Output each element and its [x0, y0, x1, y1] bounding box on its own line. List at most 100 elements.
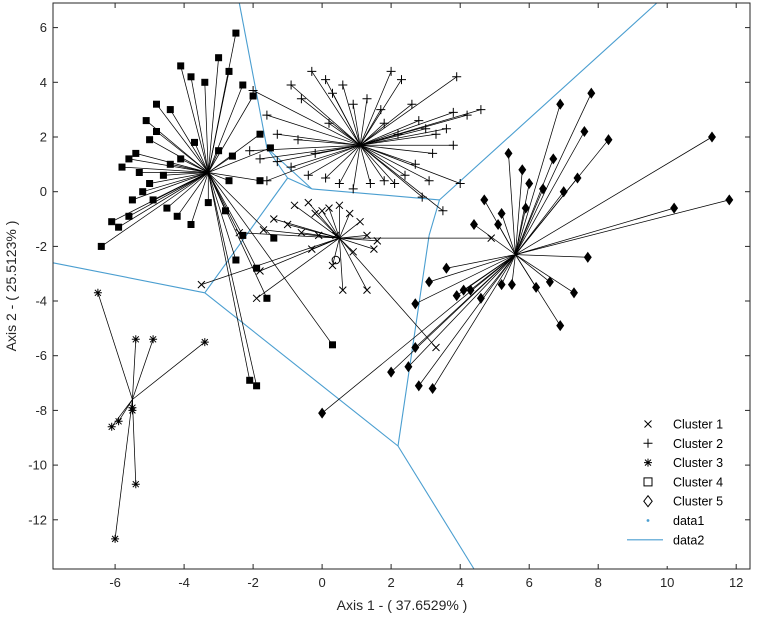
x-tick-label: -6 — [109, 575, 121, 590]
spoke-line — [463, 254, 516, 291]
cluster-4-point — [249, 92, 257, 100]
cluster-5-point — [414, 380, 423, 392]
spoke-line — [132, 339, 154, 400]
spoke-line — [207, 95, 254, 173]
cluster-4-point — [177, 155, 185, 163]
spoke-line — [208, 155, 233, 173]
spoke-line — [359, 123, 385, 146]
cluster-2-point — [296, 94, 306, 104]
cluster-1-point — [325, 204, 333, 212]
spoke-line — [418, 254, 516, 387]
spoke-line — [207, 172, 257, 386]
cluster-5-point — [725, 194, 734, 206]
cluster-2-point — [321, 173, 331, 183]
legend-entry: data1 — [646, 514, 704, 528]
cluster-2-point — [262, 110, 272, 120]
cluster-4-point — [115, 223, 123, 231]
cluster-4-point — [152, 100, 161, 108]
spoke-line — [359, 144, 395, 184]
spoke-line — [277, 133, 361, 146]
spoke-line — [132, 341, 206, 400]
cluster-2-point — [307, 66, 317, 76]
legend-entry: Cluster 5 — [643, 495, 723, 509]
spoke-line — [208, 172, 275, 239]
spoke-line — [415, 254, 516, 348]
cluster-1-point — [370, 245, 378, 253]
voronoi-segment — [428, 199, 441, 236]
cluster-4-point — [246, 376, 254, 384]
spoke-line — [473, 224, 516, 255]
cluster-2-point — [448, 140, 458, 150]
cluster-4-point — [177, 62, 185, 70]
spoke-line — [311, 237, 340, 250]
spoke-line — [415, 254, 516, 305]
cluster-3-point — [93, 288, 102, 297]
legend-label: Cluster 5 — [673, 495, 723, 509]
cluster-4-point — [263, 294, 271, 302]
cluster-2-point — [286, 162, 296, 172]
data1-point — [331, 255, 341, 265]
spoke-line — [256, 237, 340, 299]
spoke-line — [359, 76, 457, 146]
voronoi-segment — [439, 2, 658, 201]
cluster-2-point — [448, 107, 458, 117]
spoke-line — [176, 172, 209, 217]
spoke-line — [328, 122, 361, 146]
spoke-line — [515, 139, 609, 255]
legend-label: data1 — [673, 514, 704, 528]
x-tick-label: -4 — [178, 575, 190, 590]
x-tick-label: 12 — [729, 575, 743, 590]
spoke-line — [515, 104, 561, 255]
cluster-3-point — [107, 422, 116, 431]
spoke-line — [290, 144, 361, 168]
legend-label: Cluster 1 — [673, 418, 723, 432]
voronoi-segment — [238, 2, 268, 149]
spoke-line — [132, 172, 209, 201]
spoke-line — [339, 213, 351, 239]
cluster-5-point — [549, 153, 558, 165]
cluster-5-point — [556, 98, 565, 110]
cluster-4-point — [228, 152, 236, 160]
cluster-2-point — [324, 118, 334, 128]
spoke-line — [180, 158, 209, 173]
spoke-line — [118, 172, 209, 228]
spoke-line — [132, 399, 137, 485]
cluster-3-point — [200, 338, 209, 347]
cluster-1-point — [283, 220, 292, 229]
spoke-line — [290, 84, 361, 146]
cluster-5-point — [521, 202, 530, 214]
spoke-line — [470, 254, 516, 291]
cluster-1-point — [290, 201, 299, 210]
spoke-line — [359, 145, 371, 184]
y-tick-label: 6 — [40, 20, 47, 35]
cluster-4-point — [253, 382, 261, 390]
x-tick-label: 8 — [595, 575, 602, 590]
legend-label: Cluster 4 — [673, 475, 723, 489]
cluster-5-point — [504, 147, 513, 159]
cluster-5-point — [452, 290, 461, 302]
cluster-2-point — [362, 94, 372, 104]
cluster-1-point — [304, 198, 313, 207]
x-tick-label: 4 — [457, 575, 464, 590]
cluster-5-point — [459, 284, 468, 296]
cluster-2-point — [390, 179, 400, 188]
cluster-2-point — [462, 110, 472, 120]
cluster-4-point — [225, 67, 233, 75]
cluster-1-point — [345, 209, 354, 218]
spoke-line — [515, 136, 713, 255]
cluster-4-point — [328, 341, 337, 349]
cluster-1-point — [363, 231, 371, 240]
spoke-line — [339, 238, 344, 291]
spoke-line — [207, 172, 237, 261]
spoke-line — [446, 254, 516, 269]
spoke-line — [339, 237, 378, 242]
spoke-line — [515, 207, 675, 255]
spoke-line — [515, 131, 585, 255]
spoke-line — [515, 183, 530, 255]
cluster-1-point — [432, 343, 440, 352]
spoke-line — [359, 71, 392, 146]
spoke-line — [207, 172, 244, 236]
cluster-2-point — [397, 75, 406, 85]
spoke-line — [360, 128, 447, 146]
cluster-4-point — [146, 136, 154, 144]
